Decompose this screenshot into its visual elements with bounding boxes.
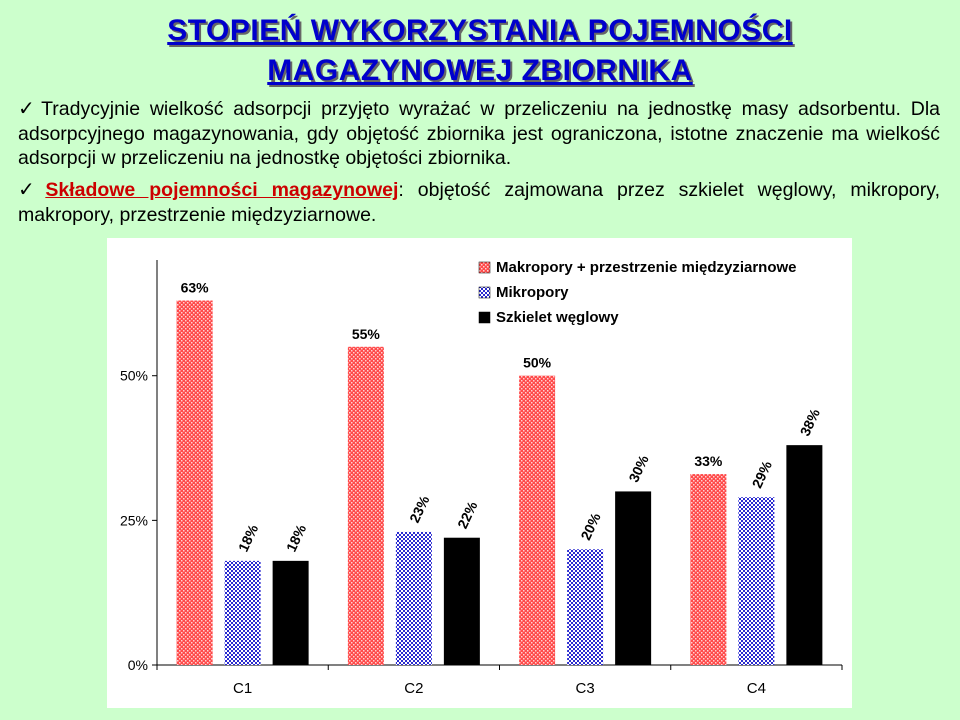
paragraph-1: ✓ Tradycyjnie wielkość adsorpcji przyjęto… (18, 97, 940, 171)
bar (224, 560, 261, 665)
data-label: 63% (181, 280, 210, 296)
data-label: 29% (749, 458, 776, 491)
slide-title-line-1: STOPIEŃ WYKORZYSTANIA POJEMNOŚCI (167, 14, 793, 47)
data-label: 30% (625, 452, 652, 485)
x-tick-label: C4 (747, 680, 766, 697)
data-label: 18% (283, 521, 310, 554)
bar-chart: 0% 25% 50% C1 C2 C3 C4 63% 55% 50% 33% 18% 23% 20% 29… (120, 259, 843, 697)
y-tick-label: 50% (120, 368, 148, 384)
data-label: 18% (235, 521, 262, 554)
data-label: 33% (694, 453, 723, 469)
legend-label: Makropory + przestrzenie międzyziarnowe (496, 259, 797, 276)
legend-swatch (478, 286, 491, 299)
bar (567, 549, 604, 665)
y-tick-label: 0% (128, 657, 148, 673)
paragraph-1-text: Tradycyjnie wielkość adsorpcji przyjęto … (18, 98, 940, 169)
chart-container: 0% 25% 50% C1 C2 C3 C4 63% 55% 50% 33% 18% 23% 20% 29… (107, 238, 852, 708)
x-tick-label: C3 (576, 680, 595, 697)
y-tick-label: 25% (120, 512, 148, 528)
bar (443, 537, 480, 665)
bar (395, 531, 432, 665)
data-label: 38% (797, 406, 824, 439)
x-tick-label: C1 (233, 680, 252, 697)
legend-label: Szkielet węglowy (496, 309, 619, 326)
bar (176, 300, 213, 665)
data-label: 20% (577, 510, 604, 543)
bar (615, 491, 652, 665)
data-label: 23% (406, 493, 433, 526)
bar (690, 474, 727, 665)
checkmark-icon: ✓ (18, 179, 44, 201)
paragraph-2-text: : objętość zajmowana przez szkielet węgl… (18, 179, 940, 226)
data-label: 55% (352, 326, 381, 342)
bar (519, 375, 556, 665)
legend-label: Mikropory (496, 284, 569, 301)
paragraph-2: ✓ Składowe pojemności magazynowej: objęto… (18, 178, 940, 227)
legend-swatch (478, 261, 491, 274)
bar (347, 346, 384, 665)
slide-title-line-2: MAGAZYNOWEJ ZBIORNIKA (267, 54, 693, 87)
bar (786, 445, 823, 665)
bar (738, 497, 775, 665)
paragraph-2-term: Składowe pojemności magazynowej (45, 179, 399, 201)
chart-bars (176, 300, 823, 665)
x-tick-label: C2 (404, 680, 423, 697)
chart-axes: 0% 25% 50% C1 C2 C3 C4 (120, 260, 843, 697)
legend-swatch (478, 311, 491, 324)
data-label: 50% (523, 355, 552, 371)
data-label: 22% (454, 498, 481, 531)
bar (272, 560, 309, 665)
checkmark-icon: ✓ (18, 98, 40, 120)
chart-legend: Makropory + przestrzenie międzyziarnowe M… (478, 259, 797, 326)
